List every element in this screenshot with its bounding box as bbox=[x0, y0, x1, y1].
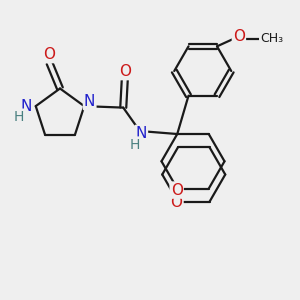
Text: CH₃: CH₃ bbox=[260, 32, 283, 45]
Text: O: O bbox=[43, 47, 55, 62]
Text: N: N bbox=[20, 99, 32, 114]
Text: O: O bbox=[171, 183, 183, 198]
Text: H: H bbox=[129, 137, 140, 152]
Text: N: N bbox=[136, 126, 147, 141]
Text: O: O bbox=[119, 64, 131, 79]
Text: O: O bbox=[170, 195, 182, 210]
Text: N: N bbox=[84, 94, 95, 109]
Text: H: H bbox=[14, 110, 24, 124]
Text: O: O bbox=[233, 29, 245, 44]
